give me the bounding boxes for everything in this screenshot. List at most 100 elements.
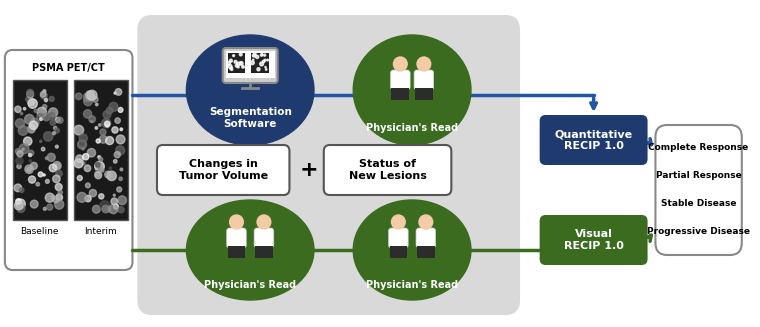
- Circle shape: [55, 128, 59, 133]
- Circle shape: [112, 127, 118, 133]
- Circle shape: [251, 61, 255, 65]
- Circle shape: [109, 167, 112, 169]
- Circle shape: [103, 111, 111, 119]
- Circle shape: [261, 54, 263, 55]
- Circle shape: [95, 172, 102, 179]
- Circle shape: [37, 107, 46, 117]
- Circle shape: [106, 107, 113, 114]
- Circle shape: [118, 196, 126, 205]
- Circle shape: [44, 98, 48, 102]
- Circle shape: [43, 105, 47, 109]
- Circle shape: [236, 64, 238, 67]
- Circle shape: [98, 156, 100, 159]
- Circle shape: [46, 193, 54, 202]
- Circle shape: [113, 194, 116, 196]
- Text: Physician's Read: Physician's Read: [204, 280, 296, 290]
- Text: Status of
New Lesions: Status of New Lesions: [349, 159, 426, 181]
- Circle shape: [100, 129, 106, 135]
- Circle shape: [100, 135, 107, 143]
- Circle shape: [264, 54, 266, 56]
- Ellipse shape: [353, 200, 471, 300]
- Circle shape: [102, 205, 109, 213]
- Circle shape: [117, 187, 122, 192]
- Circle shape: [100, 168, 104, 172]
- Circle shape: [86, 91, 95, 100]
- Circle shape: [391, 215, 405, 229]
- Circle shape: [116, 146, 125, 155]
- Circle shape: [96, 163, 100, 167]
- Circle shape: [230, 59, 233, 62]
- Circle shape: [16, 199, 21, 204]
- Ellipse shape: [353, 35, 471, 145]
- Circle shape: [48, 112, 55, 119]
- Circle shape: [89, 116, 96, 123]
- Circle shape: [87, 92, 89, 94]
- Circle shape: [117, 152, 120, 154]
- Circle shape: [19, 144, 29, 154]
- Circle shape: [104, 121, 110, 127]
- Circle shape: [27, 167, 31, 172]
- Text: Physician's Read: Physician's Read: [366, 280, 458, 290]
- Circle shape: [49, 108, 58, 117]
- Text: Quantitative
RECIP 1.0: Quantitative RECIP 1.0: [555, 129, 632, 151]
- FancyBboxPatch shape: [226, 51, 274, 78]
- Text: +: +: [299, 160, 318, 180]
- Circle shape: [90, 189, 97, 197]
- Circle shape: [114, 92, 116, 94]
- Circle shape: [40, 92, 47, 99]
- Circle shape: [17, 151, 23, 157]
- Circle shape: [239, 61, 243, 65]
- Circle shape: [87, 148, 96, 157]
- Circle shape: [107, 171, 116, 181]
- FancyBboxPatch shape: [391, 88, 409, 100]
- Circle shape: [27, 125, 35, 133]
- Circle shape: [262, 60, 264, 63]
- Circle shape: [55, 200, 64, 209]
- Circle shape: [96, 103, 98, 106]
- Circle shape: [257, 68, 260, 71]
- FancyBboxPatch shape: [228, 246, 245, 258]
- FancyBboxPatch shape: [13, 80, 67, 220]
- Ellipse shape: [186, 200, 314, 300]
- Circle shape: [255, 55, 258, 59]
- Circle shape: [24, 114, 34, 124]
- Circle shape: [40, 140, 42, 142]
- Circle shape: [264, 59, 266, 61]
- Circle shape: [14, 106, 21, 112]
- Circle shape: [36, 182, 40, 186]
- Circle shape: [237, 66, 239, 68]
- Circle shape: [54, 126, 57, 130]
- Circle shape: [95, 162, 104, 171]
- Circle shape: [16, 199, 25, 209]
- Circle shape: [30, 200, 38, 208]
- Circle shape: [95, 127, 97, 129]
- Circle shape: [234, 60, 237, 63]
- Text: PSMA PET/CT: PSMA PET/CT: [33, 63, 105, 73]
- Circle shape: [55, 183, 62, 191]
- FancyBboxPatch shape: [223, 48, 277, 83]
- Circle shape: [419, 215, 432, 229]
- Circle shape: [43, 132, 53, 141]
- Circle shape: [82, 162, 85, 164]
- Circle shape: [34, 109, 37, 112]
- Circle shape: [85, 92, 94, 101]
- FancyBboxPatch shape: [391, 70, 410, 90]
- Text: Baseline: Baseline: [21, 228, 59, 236]
- Circle shape: [83, 154, 89, 160]
- Circle shape: [265, 69, 267, 70]
- Circle shape: [84, 93, 88, 98]
- Circle shape: [40, 92, 46, 97]
- FancyBboxPatch shape: [255, 246, 273, 258]
- Circle shape: [29, 160, 31, 162]
- Circle shape: [57, 117, 63, 123]
- Circle shape: [106, 136, 113, 145]
- Circle shape: [22, 148, 24, 150]
- Circle shape: [78, 140, 87, 149]
- Circle shape: [228, 64, 232, 68]
- Circle shape: [109, 102, 118, 112]
- Circle shape: [46, 157, 48, 160]
- FancyBboxPatch shape: [157, 145, 290, 195]
- Circle shape: [84, 110, 92, 118]
- Circle shape: [252, 54, 255, 57]
- Circle shape: [14, 184, 22, 192]
